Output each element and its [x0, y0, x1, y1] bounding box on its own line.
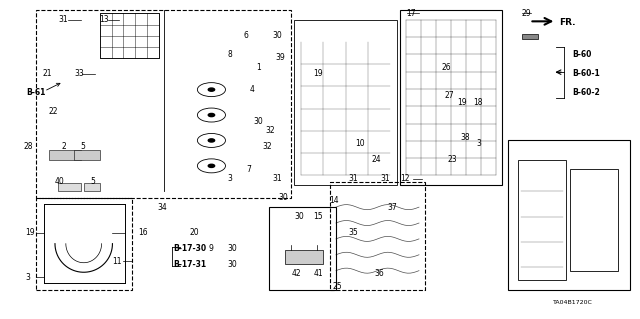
Text: 37: 37 — [387, 203, 397, 211]
Text: 30: 30 — [278, 193, 288, 202]
Text: 26: 26 — [442, 63, 451, 72]
Text: 5: 5 — [90, 177, 95, 186]
Circle shape — [208, 114, 214, 117]
Text: 39: 39 — [275, 53, 285, 62]
Text: B-61: B-61 — [26, 88, 45, 97]
Text: 42: 42 — [291, 269, 301, 278]
Circle shape — [208, 139, 214, 142]
Text: 11: 11 — [113, 257, 122, 266]
Text: 19: 19 — [458, 98, 467, 107]
Text: 21: 21 — [42, 69, 52, 78]
Text: 13: 13 — [100, 15, 109, 24]
Text: 19: 19 — [314, 69, 323, 78]
Text: 12: 12 — [400, 174, 410, 183]
Text: 30: 30 — [272, 31, 282, 40]
Text: 16: 16 — [138, 228, 148, 237]
Text: 41: 41 — [314, 269, 323, 278]
Text: 4: 4 — [250, 85, 255, 94]
Text: 9: 9 — [208, 244, 213, 253]
Text: 2: 2 — [61, 142, 66, 151]
Text: 30: 30 — [294, 212, 304, 221]
FancyBboxPatch shape — [84, 183, 100, 191]
Text: 34: 34 — [157, 203, 167, 211]
Text: FR.: FR. — [559, 19, 576, 27]
Text: 31: 31 — [349, 174, 358, 183]
Text: 36: 36 — [374, 269, 384, 278]
Text: 6: 6 — [243, 31, 248, 40]
Text: 15: 15 — [314, 212, 323, 221]
FancyBboxPatch shape — [58, 183, 81, 191]
Text: 7: 7 — [246, 165, 252, 174]
Text: 24: 24 — [371, 155, 381, 164]
Text: 19: 19 — [25, 228, 35, 237]
Text: 30: 30 — [253, 117, 262, 126]
Text: 27: 27 — [445, 92, 454, 100]
Text: 3: 3 — [227, 174, 232, 183]
Text: 40: 40 — [55, 177, 65, 186]
Text: 3: 3 — [25, 272, 30, 281]
Text: 31: 31 — [58, 15, 68, 24]
FancyBboxPatch shape — [522, 34, 538, 39]
Text: 17: 17 — [406, 9, 416, 18]
Text: TA04B1720C: TA04B1720C — [553, 300, 593, 305]
Text: 1: 1 — [256, 63, 261, 72]
Text: 32: 32 — [266, 126, 275, 135]
Text: 23: 23 — [448, 155, 458, 164]
Text: 25: 25 — [333, 282, 342, 291]
Text: B-60: B-60 — [572, 50, 591, 59]
Text: 5: 5 — [81, 142, 85, 151]
Text: 35: 35 — [349, 228, 358, 237]
Text: B-17-30: B-17-30 — [173, 244, 206, 253]
Text: 33: 33 — [74, 69, 84, 78]
Text: 3: 3 — [476, 139, 481, 148]
Text: 31: 31 — [272, 174, 282, 183]
Text: 14: 14 — [330, 196, 339, 205]
Text: 30: 30 — [227, 244, 237, 253]
FancyBboxPatch shape — [74, 150, 100, 160]
Circle shape — [208, 88, 214, 91]
Text: B-60-1: B-60-1 — [572, 69, 600, 78]
Text: 18: 18 — [473, 98, 483, 107]
Text: 38: 38 — [461, 133, 470, 142]
Text: 30: 30 — [227, 260, 237, 269]
Text: 20: 20 — [189, 228, 198, 237]
FancyBboxPatch shape — [49, 150, 81, 160]
Text: B-17-31: B-17-31 — [173, 260, 206, 269]
Circle shape — [208, 164, 214, 167]
Text: 29: 29 — [521, 9, 531, 18]
Text: 10: 10 — [355, 139, 365, 148]
Text: 31: 31 — [381, 174, 390, 183]
Text: 32: 32 — [262, 142, 272, 151]
Text: 8: 8 — [227, 50, 232, 59]
Text: 22: 22 — [49, 108, 58, 116]
Text: 28: 28 — [23, 142, 33, 151]
FancyBboxPatch shape — [285, 250, 323, 264]
Text: B-60-2: B-60-2 — [572, 88, 600, 97]
